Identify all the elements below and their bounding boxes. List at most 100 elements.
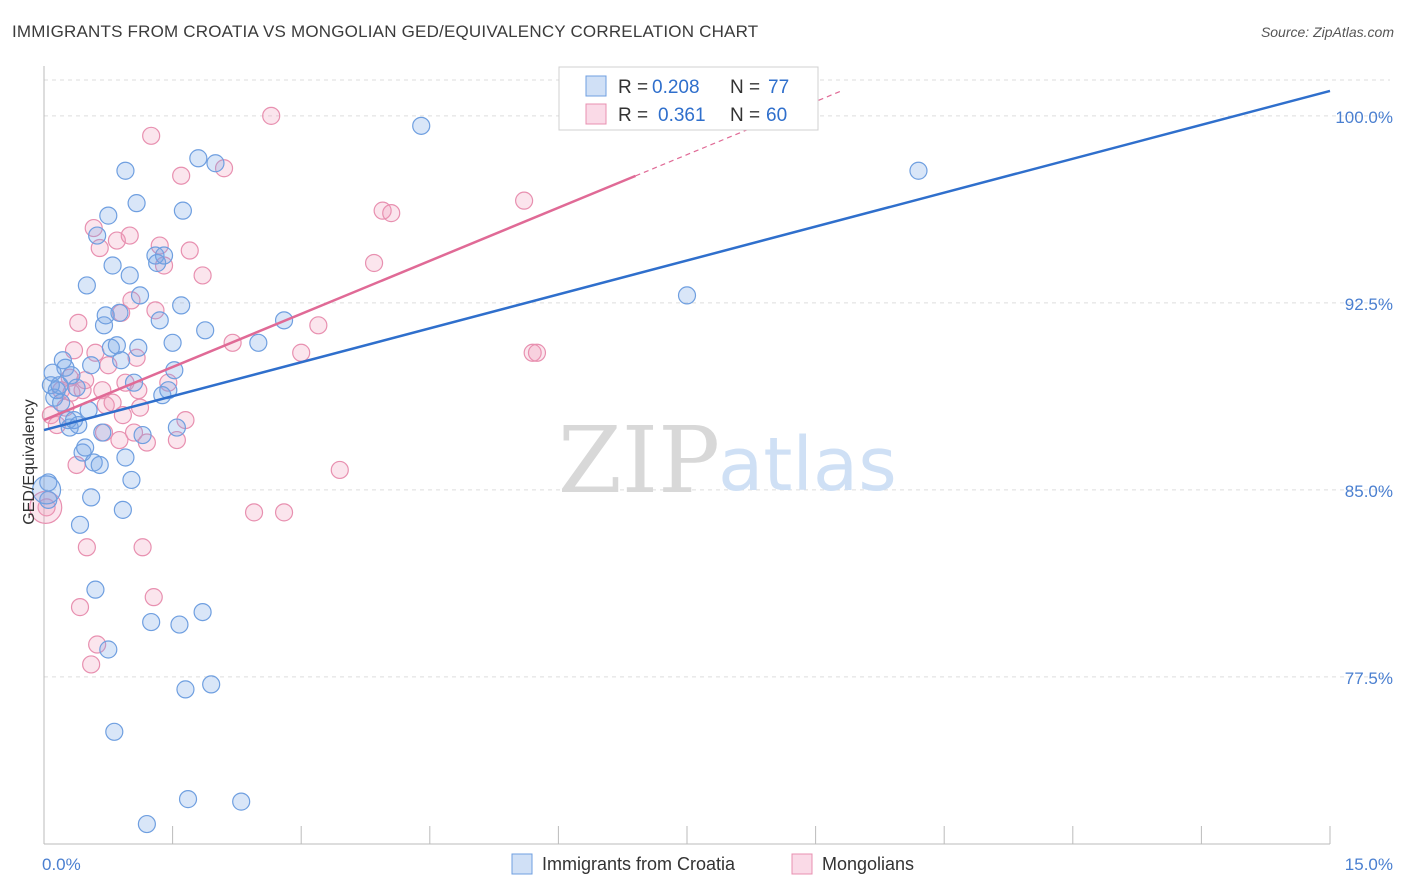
mongolians-point-48 (214, 159, 234, 178)
mongolians-point-35 (133, 538, 152, 557)
croatia-point-24 (86, 580, 105, 599)
croatia-point-66 (196, 321, 215, 340)
croatia-point-47 (133, 425, 152, 445)
mongolians-point-61 (527, 343, 547, 362)
croatia-point-8 (53, 351, 72, 370)
croatia-point-22 (82, 488, 101, 507)
croatia-point-42 (122, 470, 141, 490)
mongolians-point-55 (330, 460, 349, 480)
mongolians-point-54 (309, 316, 328, 335)
mongolians-point-9 (69, 313, 88, 332)
croatia-point-cluster (31, 475, 62, 505)
mongolians-point-39 (146, 301, 165, 320)
legend-swatch-blue (585, 75, 607, 97)
y-tick-label-0: 77.5% (1345, 669, 1393, 688)
mongolians-point-52 (274, 503, 294, 522)
croatia-point-49 (142, 612, 161, 632)
croatia-point-40 (116, 448, 135, 467)
mongolians-point-25 (110, 430, 129, 450)
mongolians-point-29 (120, 226, 139, 245)
croatia-point-25 (88, 226, 107, 245)
croatia-point-9 (56, 358, 75, 377)
croatia-point-41 (120, 266, 139, 285)
legend-n-value-2: 60 (766, 105, 787, 126)
croatia-point-27 (93, 423, 112, 442)
croatia-point-56 (163, 333, 182, 352)
mongolians-point-50 (244, 503, 264, 522)
croatia-point-31 (99, 640, 118, 659)
mongolians-point-34 (130, 398, 150, 417)
legend-n-value-1: 77 (768, 77, 789, 98)
croatia-point-69 (232, 792, 251, 811)
legend-n-label-2: N = (730, 105, 760, 126)
croatia-point-14 (67, 378, 86, 397)
croatia-point-61 (173, 201, 192, 220)
legend-swatch-pink (585, 103, 607, 125)
croatia-point-7 (52, 393, 71, 412)
croatia-point-48 (137, 814, 156, 834)
mongolians-point-13 (77, 538, 96, 557)
croatia-point-18 (76, 438, 95, 457)
croatia-point-39 (116, 161, 135, 180)
grid-lines (44, 79, 1390, 678)
watermark-zip: ZIP (558, 407, 720, 514)
bottom-legend-swatch-pink (791, 853, 813, 875)
croatia-point-63 (178, 790, 198, 809)
mongolians-point-51 (262, 106, 281, 125)
stats-legend: R = 0.208 N = 77 R = 0.361 N = 60 (558, 66, 819, 131)
croatia-point-35 (107, 336, 126, 355)
mongolians-point-44 (172, 166, 191, 185)
croatia-point-19 (77, 276, 96, 295)
trend-lines (43, 89, 1331, 432)
mongolians-point-37 (142, 126, 161, 145)
mongolians-point-53 (292, 343, 311, 362)
mongolians-point-17 (88, 635, 107, 654)
croatia-point-62 (176, 680, 195, 699)
croatia-point-58 (167, 418, 186, 437)
mongolians-point-40 (150, 236, 169, 255)
croatia-point-55 (159, 381, 178, 400)
croatia-point-29 (96, 306, 115, 325)
mongolians-point-30 (122, 291, 141, 310)
croatia-point-68 (206, 154, 225, 173)
croatia-point-16 (70, 515, 90, 534)
mongolians-point-10 (70, 598, 90, 617)
y-tick-label-2: 92.5% (1345, 295, 1393, 314)
croatia-point-72 (412, 116, 431, 135)
x-tick-label-0: 0.0% (42, 855, 81, 874)
croatia-point-70 (249, 333, 268, 352)
mongolians-point-46 (180, 241, 199, 260)
mongolians-point-58 (382, 204, 401, 223)
croatia-point-30 (99, 206, 118, 225)
watermark: ZIP atlas (558, 407, 897, 514)
legend-r-value-2: 0.361 (658, 105, 706, 126)
watermark-atlas: atlas (718, 422, 897, 508)
x-tick-label-1: 15.0% (1345, 855, 1393, 874)
series-legend: Immigrants from Croatia Mongolians (511, 853, 914, 875)
trend-line-croatia (43, 89, 1331, 432)
mongolians-point-43 (167, 430, 186, 450)
croatia-point-45 (129, 338, 148, 357)
croatia-point-59 (170, 615, 189, 634)
tick-labels: 77.5% 85.0% 92.5% 100.0% 0.0% 15.0% (42, 108, 1393, 874)
series-mongolians (29, 106, 547, 674)
bottom-legend-swatch-blue (511, 853, 533, 875)
mongolians-point-14 (82, 655, 101, 674)
croatia-point-38 (113, 500, 132, 519)
mongolians-point-60 (523, 343, 542, 362)
croatia-point-34 (105, 722, 124, 741)
mongolians-point-59 (515, 191, 534, 210)
croatia-point-44 (127, 194, 146, 213)
y-axis-label: GED/Equivalency (21, 399, 38, 524)
bottom-legend-label-croatia: Immigrants from Croatia (542, 854, 736, 874)
mongolians-point-38 (144, 588, 163, 607)
croatia-point-60 (172, 296, 191, 315)
croatia-point-37 (112, 351, 131, 370)
axes (43, 66, 1331, 845)
legend-r-label-2: R = (618, 105, 648, 126)
trend-line-mongolians-extension (635, 90, 842, 177)
legend-r-label-1: R = (618, 77, 648, 98)
croatia-point-74 (909, 161, 928, 180)
croatia-point-26 (90, 455, 109, 475)
